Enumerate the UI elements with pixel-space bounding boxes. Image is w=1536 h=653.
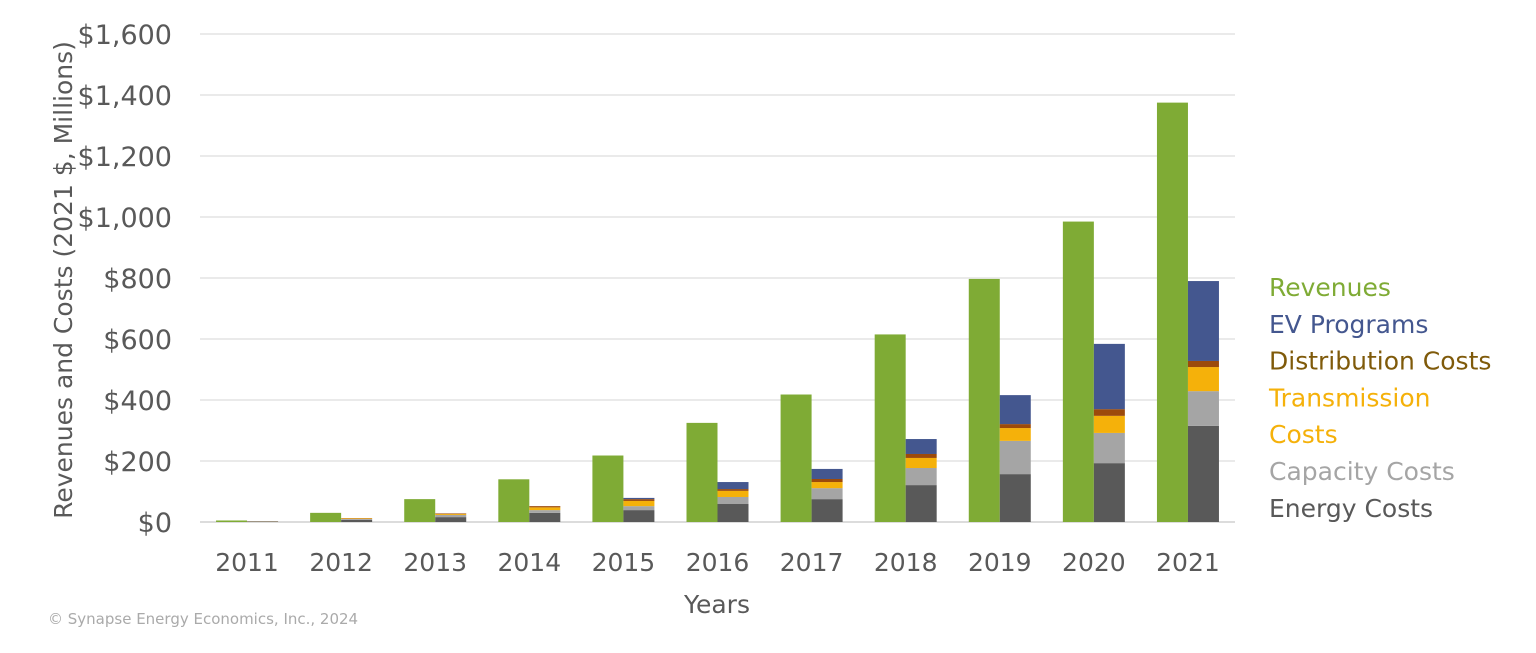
y-tick-label: $1,000 [78, 203, 172, 234]
bar-ev-programs-2017 [811, 468, 843, 479]
legend-entry: EV Programs [1269, 310, 1428, 339]
legend: Revenues EV Programs Distribution Costs Tra… [1268, 273, 1491, 523]
x-tick-label: 2017 [780, 548, 844, 577]
bar-energy-costs-2016 [717, 504, 749, 522]
bar-distribution-costs-2020 [1093, 409, 1125, 416]
bar-transmission-costs-2015 [623, 500, 655, 507]
bar-revenues-2014 [498, 479, 530, 522]
y-tick-label: $200 [103, 447, 172, 478]
bar-revenues-2018 [874, 334, 906, 522]
x-tick-label: 2016 [686, 548, 750, 577]
bar-capacity-costs-2014 [529, 510, 561, 513]
bar-transmission-costs-2021 [1187, 367, 1219, 392]
bar-distribution-costs-2013 [435, 513, 467, 515]
bar-capacity-costs-2019 [999, 440, 1031, 475]
x-axis-title: Years [683, 590, 750, 619]
x-tick-label: 2020 [1062, 548, 1126, 577]
bar-revenues-2015 [592, 455, 624, 522]
bar-revenues-2016 [686, 422, 718, 522]
legend-entry: Costs [1269, 420, 1338, 449]
bar-energy-costs-2013 [435, 517, 467, 522]
bar-energy-costs-2017 [811, 499, 843, 522]
bar-capacity-costs-2021 [1187, 391, 1219, 426]
bar-transmission-costs-2020 [1093, 415, 1125, 433]
bar-ev-programs-2020 [1093, 343, 1125, 410]
bar-transmission-costs-2018 [905, 457, 937, 469]
bar-energy-costs-2012 [341, 519, 373, 522]
bar-capacity-costs-2013 [435, 514, 467, 518]
bar-energy-costs-2019 [999, 474, 1031, 522]
x-tick-label: 2015 [592, 548, 656, 577]
bar-transmission-costs-2017 [811, 482, 843, 489]
y-tick-label: $800 [103, 264, 172, 295]
bar-revenues-2020 [1062, 221, 1094, 522]
bar-capacity-costs-2015 [623, 506, 655, 511]
x-tick-label: 2014 [498, 548, 562, 577]
bar-energy-costs-2018 [905, 485, 937, 522]
x-tick-label: 2013 [403, 548, 467, 577]
bar-distribution-costs-2018 [905, 453, 937, 458]
y-tick-label: $600 [103, 325, 172, 356]
bar-distribution-costs-2015 [623, 499, 655, 501]
bar-transmission-costs-2019 [999, 428, 1031, 441]
bar-energy-costs-2021 [1187, 425, 1219, 522]
x-tick-label: 2021 [1156, 548, 1220, 577]
y-tick-label: $1,400 [78, 81, 172, 112]
bar-distribution-costs-2017 [811, 478, 843, 483]
bar-ev-programs-2019 [999, 395, 1031, 425]
bar-energy-costs-2020 [1093, 463, 1125, 522]
copyright: © Synapse Energy Economics, Inc., 2024 [48, 610, 358, 628]
y-tick-label: $1,200 [78, 142, 172, 173]
legend-entry: Capacity Costs [1269, 457, 1455, 486]
bar-transmission-costs-2012 [341, 518, 373, 519]
bar-distribution-costs-2014 [529, 506, 561, 508]
bar-capacity-costs-2012 [341, 518, 373, 520]
bar-capacity-costs-2018 [905, 468, 937, 486]
bar-energy-costs-2015 [623, 510, 655, 522]
bar-ev-programs-2018 [905, 439, 937, 454]
bar-revenues-2019 [968, 278, 1000, 522]
bar-revenues-2017 [780, 394, 812, 522]
bar-ev-programs-2015 [623, 497, 655, 500]
y-axis-title: Revenues and Costs (2021 $, Millions) [49, 41, 78, 519]
x-tick-label: 2012 [309, 548, 373, 577]
y-tick-labels: $0 $200 $400 $600 $800 $1,000 $1,200 $1,400 $1,6… [78, 20, 172, 539]
bar-ev-programs-2016 [717, 482, 749, 490]
bars [216, 102, 1219, 522]
x-tick-label: 2019 [968, 548, 1032, 577]
y-tick-label: $400 [103, 386, 172, 417]
bar-revenues-2021 [1156, 102, 1188, 522]
y-tick-label: $1,600 [78, 20, 172, 51]
bar-revenues-2013 [404, 499, 436, 522]
bar-distribution-costs-2016 [717, 489, 749, 491]
bar-transmission-costs-2016 [717, 490, 749, 497]
gridlines [200, 33, 1235, 523]
legend-entry: Transmission [1268, 383, 1431, 412]
x-tick-labels: 2011 2012 2013 2014 2015 2016 2017 2018 2019 2020… [215, 548, 1220, 577]
bar-distribution-costs-2021 [1187, 360, 1219, 368]
bar-capacity-costs-2020 [1093, 432, 1125, 464]
x-tick-label: 2011 [215, 548, 279, 577]
legend-entry: Distribution Costs [1269, 347, 1491, 376]
bar-ev-programs-2021 [1187, 281, 1219, 361]
bar-capacity-costs-2017 [811, 488, 843, 500]
x-tick-label: 2018 [874, 548, 938, 577]
y-tick-label: $0 [138, 508, 172, 539]
legend-entry: Revenues [1269, 273, 1391, 302]
bar-transmission-costs-2014 [529, 507, 561, 511]
bar-revenues-2012 [310, 512, 342, 522]
bar-revenues-2011 [216, 520, 248, 522]
bar-distribution-costs-2019 [999, 424, 1031, 429]
bar-transmission-costs-2013 [435, 514, 467, 515]
bar-energy-costs-2014 [529, 512, 561, 522]
bar-capacity-costs-2016 [717, 496, 749, 505]
legend-entry: Energy Costs [1269, 494, 1433, 523]
